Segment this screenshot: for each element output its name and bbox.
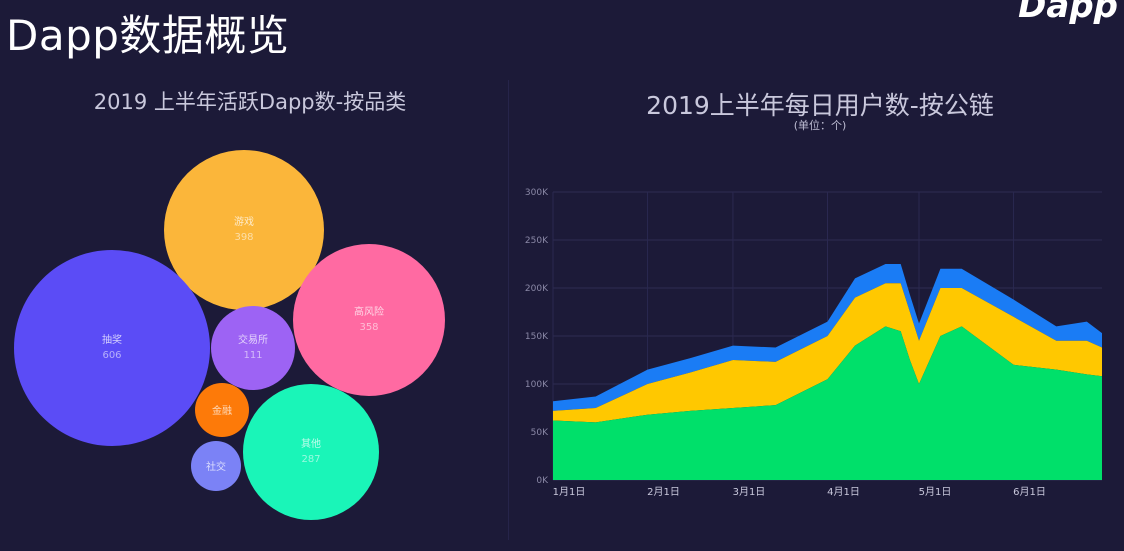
area-series-1 [553, 283, 1102, 423]
x-tick-label: 3月1日 [733, 486, 766, 498]
x-tick-label: 6月1日 [1013, 486, 1046, 498]
bubble-2-label: 高风险 [354, 305, 384, 318]
bubble-2: 高风险 358 [293, 244, 445, 396]
area-series-2 [553, 264, 1102, 411]
bubble-2-circle [293, 244, 445, 396]
bubble-0: 游戏 398 [164, 150, 324, 310]
bubble-0-label: 游戏 [234, 215, 254, 228]
bubble-5: 金融 [195, 383, 249, 437]
y-tick-label: 100K [525, 380, 549, 390]
bubble-0-value: 398 [234, 232, 253, 243]
bubble-4-value: 287 [301, 454, 320, 465]
bubble-0-circle [164, 150, 324, 310]
bubble-4: 其他 287 [243, 384, 379, 520]
y-tick-label: 200K [525, 284, 549, 294]
area-chart-title: 2019上半年每日用户数-按公链 [646, 91, 994, 120]
bubble-2-value: 358 [359, 322, 378, 333]
bubble-3: 交易所 111 [211, 306, 295, 390]
page-title: Dapp数据概览 [6, 11, 290, 60]
area-series-0 [553, 326, 1102, 480]
bubble-1-label: 抽奖 [102, 333, 122, 346]
dapp-logo: Dapp [1018, 0, 1118, 26]
y-tick-label: 150K [525, 332, 549, 342]
bubble-chart-title: 2019 上半年活跃Dapp数-按品类 [93, 90, 407, 114]
bubble-4-label: 其他 [301, 437, 321, 450]
x-tick-label: 1月1日 [553, 486, 586, 498]
bubble-1-circle [14, 250, 210, 446]
bubble-6-circle [191, 441, 241, 491]
bubble-6: 社交 [191, 441, 241, 491]
bubble-5-label: 金融 [212, 404, 232, 417]
x-tick-label: 5月1日 [919, 486, 952, 498]
bubble-5-circle [195, 383, 249, 437]
area-chart-subtitle: (单位：个) [793, 119, 847, 132]
x-tick-label: 2月1日 [647, 486, 680, 498]
y-tick-label: 300K [525, 188, 549, 198]
bubble-4-circle [243, 384, 379, 520]
bubble-6-label: 社交 [206, 460, 226, 473]
x-tick-label: 4月1日 [827, 486, 860, 498]
y-tick-label: 50K [531, 428, 549, 438]
bubble-1-value: 606 [102, 350, 121, 361]
panel-divider [508, 80, 509, 540]
y-tick-label: 250K [525, 236, 549, 246]
bubble-3-circle [211, 306, 295, 390]
y-tick-label: 0K [536, 476, 549, 486]
bubble-3-value: 111 [243, 350, 262, 361]
bubble-1: 抽奖 606 [14, 250, 210, 446]
bubble-3-label: 交易所 [238, 333, 268, 346]
